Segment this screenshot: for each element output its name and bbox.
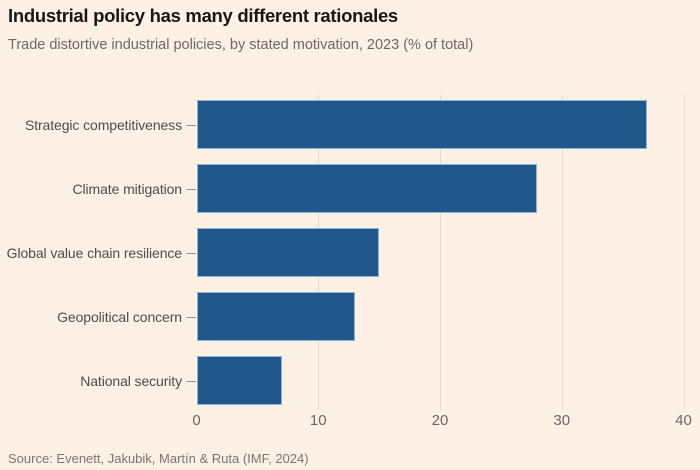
category-label-climate-mitigation: Climate mitigation	[72, 180, 183, 197]
category-label-strategic-competitiveness: Strategic competitiveness	[24, 116, 182, 133]
category-label-global-value-chain-resilience: Global value chain resilience	[6, 244, 182, 261]
bar-global-value-chain-resilience	[196, 228, 380, 277]
gridline-30	[561, 95, 563, 410]
bar-geopolitical-concern	[196, 292, 355, 341]
chart-subtitle: Trade distortive industrial policies, by…	[8, 37, 474, 53]
category-label-geopolitical-concern: Geopolitical concern	[57, 308, 182, 325]
category-tick	[186, 124, 196, 126]
category-tick	[186, 188, 196, 190]
x-tick-label-10: 10	[309, 412, 327, 429]
category-tick	[186, 316, 196, 318]
category-tick	[186, 380, 196, 382]
chart-area: Strategic competitiveness Climate mitigat…	[0, 95, 700, 410]
bar-strategic-competitiveness	[196, 100, 647, 149]
bar-national-security	[196, 356, 282, 405]
source-note: Source: Evenett, Jakubik, Martín & Ruta …	[8, 451, 309, 466]
chart-title: Industrial policy has many different rat…	[8, 5, 398, 26]
x-tick-label-40: 40	[675, 412, 692, 429]
x-tick-label-30: 30	[553, 412, 571, 429]
x-axis: 0 10 20 30 40	[0, 412, 700, 432]
x-tick-label-0: 0	[192, 412, 201, 429]
gridline-40	[683, 95, 685, 410]
category-tick	[186, 252, 196, 254]
gridline-20	[440, 95, 441, 410]
category-label-national-security: National security	[80, 372, 182, 389]
bar-climate-mitigation	[196, 164, 538, 213]
x-tick-label-20: 20	[431, 412, 449, 429]
